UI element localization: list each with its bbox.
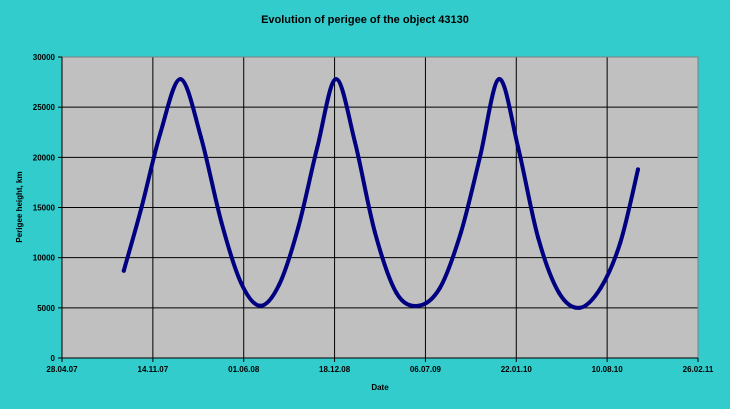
data-point: [139, 205, 144, 210]
x-tick-label: 18.12.08: [319, 365, 351, 374]
data-point: [557, 290, 561, 295]
data-point: [416, 303, 421, 308]
chart-title: Evolution of perigee of the object 43130: [261, 14, 469, 26]
data-point: [239, 280, 243, 285]
data-point: [158, 130, 163, 135]
data-point: [296, 225, 301, 230]
y-tick-label: 15000: [33, 204, 56, 213]
data-point: [636, 167, 640, 172]
y-tick-label: 20000: [33, 153, 56, 162]
data-point: [516, 145, 521, 150]
y-tick-label: 5000: [37, 304, 55, 313]
data-point: [353, 140, 357, 145]
x-tick-label: 28.04.07: [46, 365, 78, 374]
y-tick-label: 25000: [33, 103, 56, 112]
data-point: [373, 230, 377, 235]
x-tick-label: 10.08.10: [592, 365, 624, 374]
data-point: [121, 268, 126, 273]
x-axis: 28.04.07 14.11.07 01.06.08 18.12.08 06.07.09…: [46, 357, 714, 374]
data-point: [277, 282, 282, 287]
data-point: [618, 240, 623, 245]
data-point: [178, 77, 183, 82]
y-axis: 0 5000 10000 15000 20000 25000 30000: [33, 53, 63, 363]
data-point: [477, 155, 482, 160]
data-point: [219, 220, 224, 225]
y-tick-label: 10000: [33, 254, 56, 263]
data-point: [315, 145, 320, 150]
x-tick-label: 06.07.09: [410, 365, 442, 374]
data-point: [458, 230, 463, 235]
x-tick-label: 14.11.07: [138, 365, 169, 374]
data-point: [497, 77, 501, 82]
y-axis-label: Perigee height, km: [15, 171, 24, 242]
x-tick-label: 22.01.10: [501, 365, 533, 374]
data-point: [333, 77, 338, 82]
x-axis-label: Date: [371, 383, 389, 392]
data-point: [394, 290, 399, 295]
data-point: [438, 285, 442, 290]
data-point: [598, 285, 603, 290]
x-tick-label: 01.06.08: [228, 365, 260, 374]
series-line: [121, 77, 640, 310]
x-tick-label: 26.02.11: [683, 365, 714, 374]
data-point: [258, 303, 263, 308]
series-group: [121, 77, 640, 310]
y-tick-label: 0: [51, 354, 56, 363]
data-point: [199, 135, 203, 140]
y-tick-label: 30000: [33, 53, 56, 62]
data-point: [577, 305, 582, 310]
data-point: [536, 235, 541, 240]
